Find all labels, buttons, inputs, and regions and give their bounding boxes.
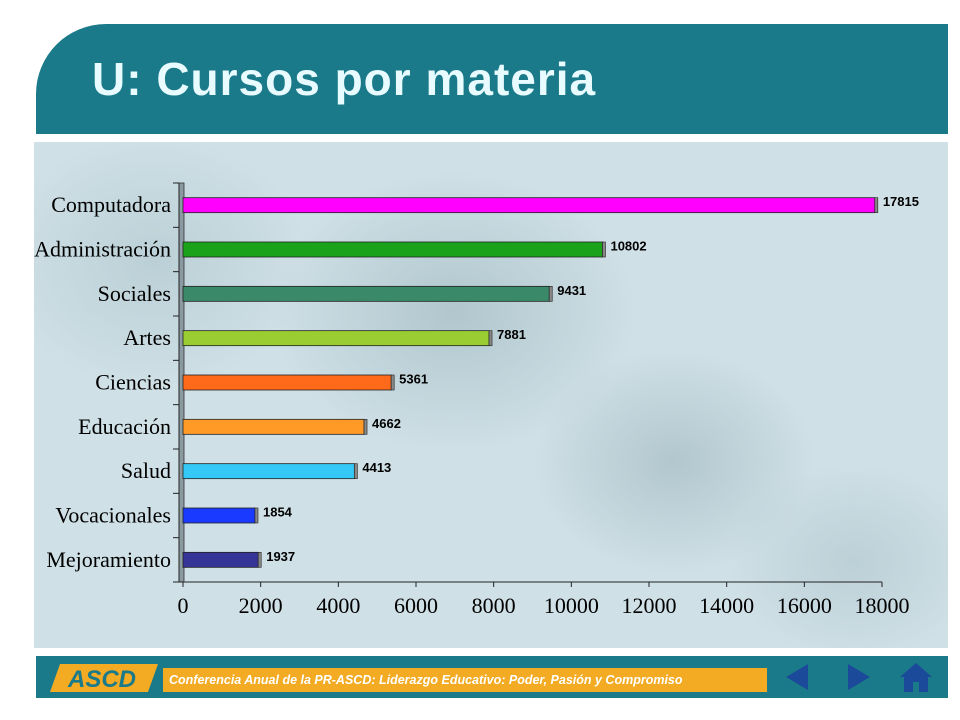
x-tick-label: 10000 xyxy=(544,593,599,618)
category-label: Administración xyxy=(34,237,171,262)
bar-end-cap xyxy=(548,286,553,302)
bar xyxy=(182,285,550,302)
page-title: U: Cursos por materia xyxy=(92,53,597,105)
bar-end-cap xyxy=(354,463,358,479)
ascd-logo: ASCD xyxy=(50,664,158,693)
data-label: 9431 xyxy=(557,283,586,298)
bar-end-cap xyxy=(254,507,259,524)
home-icon xyxy=(900,663,932,692)
bar-end-cap xyxy=(257,552,262,568)
x-tick-label: 2000 xyxy=(239,593,283,618)
bar xyxy=(182,374,392,391)
bar xyxy=(182,197,876,214)
bar xyxy=(182,551,259,568)
x-tick-label: 14000 xyxy=(699,593,754,618)
data-label: 7881 xyxy=(497,327,526,342)
bar-end-cap xyxy=(390,374,395,391)
left-arrow-icon xyxy=(786,664,808,690)
previous-slide-button[interactable] xyxy=(776,658,820,696)
home-button[interactable] xyxy=(894,658,938,696)
bar-end-cap xyxy=(874,197,879,213)
category-label: Artes xyxy=(123,325,171,350)
category-label: Educación xyxy=(78,414,171,439)
category-label: Sociales xyxy=(98,281,171,306)
bar xyxy=(182,418,365,435)
category-label: Computadora xyxy=(51,192,171,217)
data-label: 5361 xyxy=(399,372,428,387)
bar-end-cap xyxy=(363,419,368,435)
bar-end-cap xyxy=(488,330,493,346)
data-label: 4413 xyxy=(362,460,391,475)
category-label: Vocacionales xyxy=(55,503,171,528)
bar xyxy=(182,463,355,480)
data-label: 4662 xyxy=(372,416,401,431)
category-label: Ciencias xyxy=(95,370,171,395)
x-tick-label: 6000 xyxy=(394,593,438,618)
x-tick-label: 16000 xyxy=(777,593,832,618)
svg-text:ASCD: ASCD xyxy=(67,666,136,693)
data-label: 10802 xyxy=(610,239,646,254)
x-tick-label: 8000 xyxy=(472,593,516,618)
x-tick-label: 4000 xyxy=(316,593,360,618)
bar xyxy=(182,241,603,258)
x-tick-label: 12000 xyxy=(622,593,677,618)
slide-header xyxy=(36,24,948,134)
category-label: Salud xyxy=(121,458,171,483)
data-label: 1937 xyxy=(266,549,295,564)
bar xyxy=(182,330,490,347)
next-slide-button[interactable] xyxy=(836,658,880,696)
data-label: 1854 xyxy=(263,505,293,520)
data-label: 17815 xyxy=(883,194,919,209)
footer-caption: Conferencia Anual de la PR-ASCD: Lideraz… xyxy=(163,668,767,692)
x-tick-label: 18000 xyxy=(855,593,910,618)
bar-end-cap xyxy=(602,241,606,258)
bar xyxy=(182,507,256,524)
category-label: Mejoramiento xyxy=(46,547,171,572)
x-tick-label: 0 xyxy=(178,593,189,618)
right-arrow-icon xyxy=(848,664,870,690)
